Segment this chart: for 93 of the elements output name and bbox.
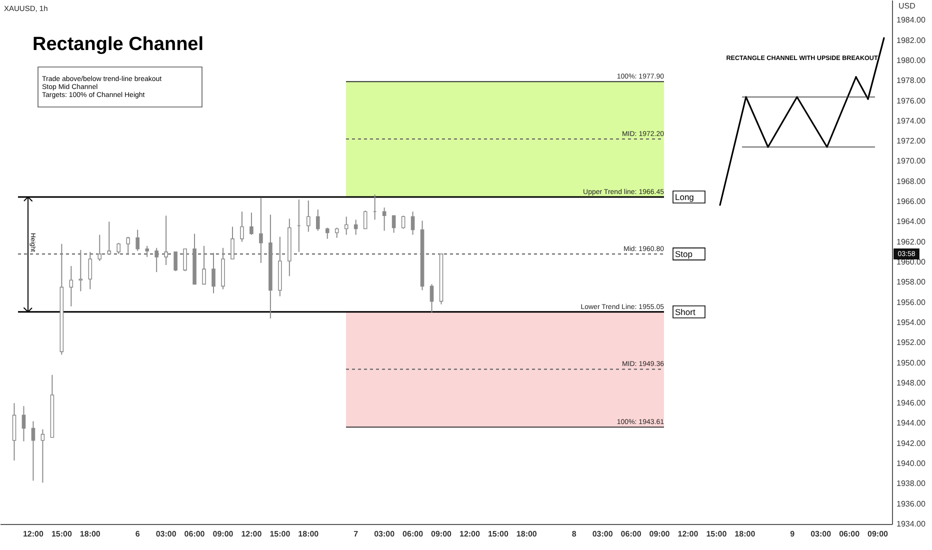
y-tick-label: 1938.00 [896,479,926,488]
y-tick-label: 1940.00 [896,459,926,468]
candlestick [136,229,140,252]
candlestick [69,266,74,307]
y-tick-label: 1952.00 [896,338,926,348]
x-tick-label: 15:00 [270,530,291,538]
x-tick-label: 12:00 [678,530,699,538]
y-tick-label: 1944.00 [896,418,926,428]
y-tick-label: 1970.00 [896,156,926,166]
x-tick-label: 09:00 [431,530,452,538]
y-tick-label: 1978.00 [896,76,926,86]
x-tick-label: 09:00 [212,530,234,538]
x-tick-label: 03:00 [592,530,614,538]
y-tick-label: 1982.00 [896,36,926,45]
candlestick [40,428,45,484]
candlestick [363,210,368,230]
y-tick-label: 1964.00 [896,217,926,226]
candlestick [183,248,187,272]
x-tick-label: 18:00 [298,530,320,538]
y-tick-label: 1976.00 [896,96,926,106]
candlestick [116,242,121,254]
x-tick-label: 06:00 [839,530,860,538]
y-tick-label: 1936.00 [896,499,926,508]
x-tick-label: 03:00 [374,530,396,538]
candlestick [126,236,130,256]
x-tick-label: 9 [790,530,796,538]
candlestick [145,245,149,258]
y-tick-label: 1950.00 [896,358,926,368]
candlestick [325,227,330,240]
candlestick [410,211,415,236]
x-tick-label: 18:00 [734,530,756,538]
x-tick-label: 7 [354,530,359,538]
annotation: Stop [675,248,693,259]
candlestick [344,216,348,236]
y-tick-label: 1942.00 [896,438,926,448]
x-tick-label: 15:00 [488,530,509,538]
x-tick-label: 06:00 [402,530,424,538]
x-tick-label: 15:00 [706,530,728,538]
x-tick-label: 18:00 [80,530,101,538]
candlestick [250,212,254,236]
x-tick-label: 03:00 [156,530,177,538]
candlestick [98,234,102,262]
x-tick-label: 18:00 [516,530,538,538]
y-tick-label: 1972.00 [896,136,926,146]
candlestick [164,215,168,266]
annotation: Short [675,306,696,317]
x-tick-label: 06:00 [620,530,642,538]
y-tick-label: 1962.00 [896,237,926,246]
candlestick [31,420,36,482]
candlestick [354,219,358,236]
candlestick [22,406,26,442]
y-tick-label: 1974.00 [896,116,926,126]
candlestick [240,211,244,242]
x-tick-label: 12:00 [22,530,44,538]
candlestick [107,221,112,256]
y-tick-label: 1956.00 [896,298,926,307]
y-tick-label: 1980.00 [896,56,926,65]
x-tick-label: 03:00 [810,530,832,538]
x-tick-label: 09:00 [868,530,889,538]
y-tick-label: 1966.00 [896,197,926,206]
y-tick-label: 1984.00 [896,16,926,25]
candlestick [88,251,92,290]
candlestick [78,249,83,292]
x-tick-label: 8 [572,530,577,538]
candlestick [259,197,263,264]
x-tick-label: 12:00 [241,530,262,538]
x-tick-label: 15:00 [51,530,72,538]
candlestick [316,209,320,232]
candlestick [174,251,178,272]
candlestick [230,226,234,260]
candlestick [202,245,206,285]
text: Rectangle Channel [32,34,204,55]
y-axis-title: USD [898,2,916,10]
x-tick-label: 12:00 [459,530,480,538]
y-tick-label: 1968.00 [896,176,926,186]
x-tick-label: 6 [135,530,140,538]
annotation: Long [675,192,694,202]
candlestick [212,252,216,294]
y-tick-label: 1954.00 [896,318,926,327]
y-tick-label: 1946.00 [896,398,926,408]
y-tick-label: 1934.00 [896,520,926,528]
y-tick-label: 1948.00 [896,378,926,388]
candlestick [392,215,396,234]
candlestick [401,215,406,230]
candlestick [334,227,339,238]
y-tick-label: 1960.00 [896,258,926,266]
candlestick [306,200,310,232]
candlestick [382,207,386,232]
x-tick-label: 06:00 [184,530,206,538]
candlestick [430,284,434,313]
y-tick-label: 1958.00 [896,278,926,287]
candlestick [154,247,158,273]
x-tick-label: 09:00 [649,530,670,538]
